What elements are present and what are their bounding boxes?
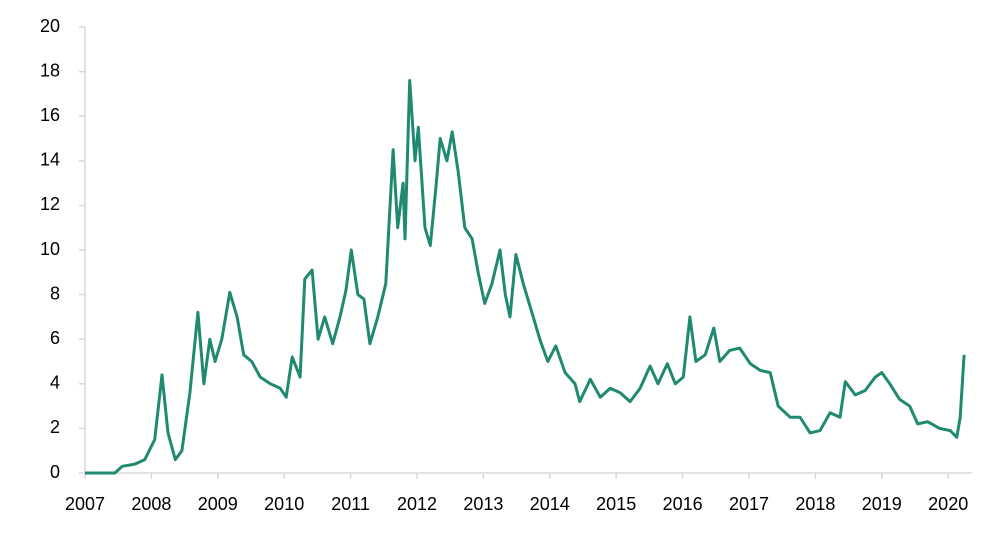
- x-tick-label: 2014: [530, 494, 570, 514]
- y-tick-label: 0: [50, 462, 60, 482]
- x-tick-label: 2007: [65, 494, 105, 514]
- x-tick-label: 2015: [596, 494, 636, 514]
- y-tick-label: 8: [50, 283, 60, 303]
- x-tick-label: 2010: [264, 494, 304, 514]
- y-tick-label: 18: [40, 60, 60, 80]
- line: [85, 79, 966, 475]
- x-tick-label: 2016: [663, 494, 703, 514]
- x-tick-label: 2019: [862, 494, 902, 514]
- y-tick-label: 16: [40, 105, 60, 125]
- y-tick-label: 6: [50, 328, 60, 348]
- x-tick-label: 2018: [795, 494, 835, 514]
- x-tick-label: 2009: [198, 494, 238, 514]
- y-tick-label: 14: [40, 150, 60, 170]
- x-tick-label: 2020: [928, 494, 968, 514]
- x-tick-label: 2013: [463, 494, 503, 514]
- y-tick-label: 2: [50, 417, 60, 437]
- y-tick-label: 12: [40, 194, 60, 214]
- x-tick-label: 2008: [131, 494, 171, 514]
- y-tick-label: 20: [40, 16, 60, 36]
- x-tick-label: 2011: [331, 494, 370, 514]
- x-tick-label: 2017: [729, 494, 769, 514]
- y-tick-label: 10: [40, 239, 60, 259]
- x-tick-label: 2012: [397, 494, 437, 514]
- y-tick-label: 4: [50, 373, 60, 393]
